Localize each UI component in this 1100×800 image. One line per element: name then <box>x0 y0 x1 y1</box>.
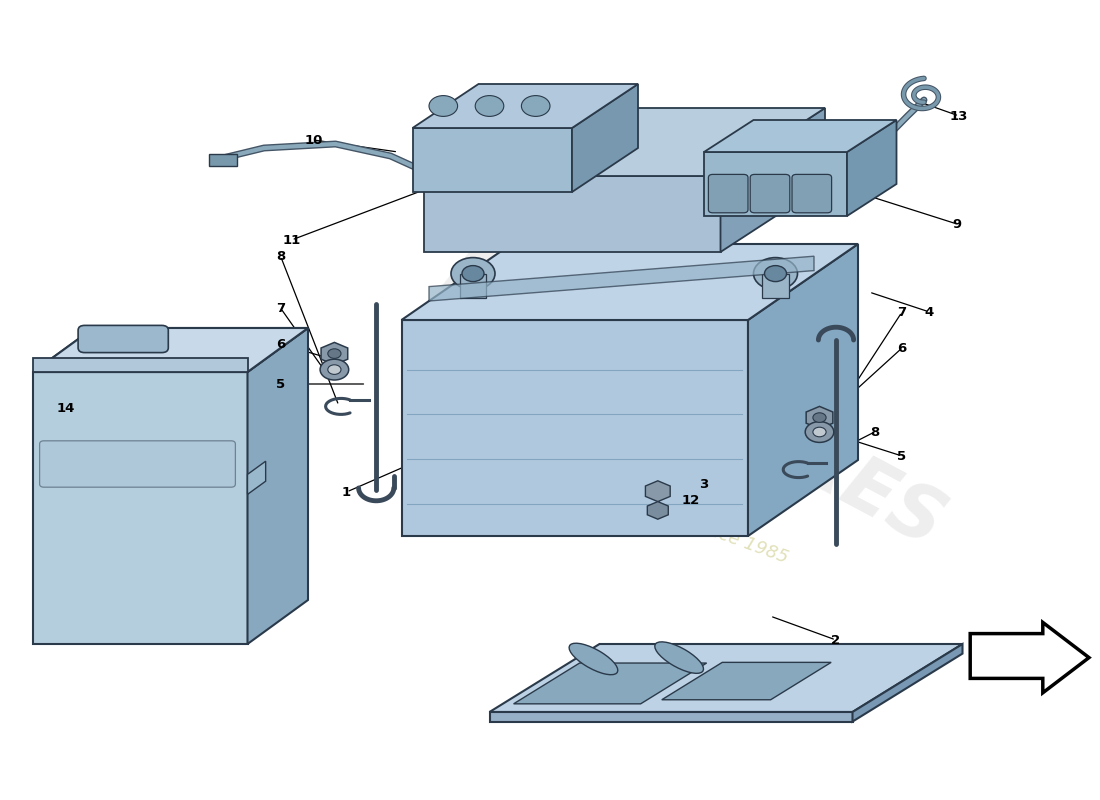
Polygon shape <box>748 244 858 536</box>
FancyBboxPatch shape <box>78 326 168 353</box>
Text: 6: 6 <box>276 338 285 350</box>
Circle shape <box>813 427 826 437</box>
Circle shape <box>429 96 458 116</box>
Circle shape <box>754 258 798 290</box>
Text: 1: 1 <box>342 486 351 498</box>
Text: 5: 5 <box>276 378 285 390</box>
FancyBboxPatch shape <box>40 441 235 487</box>
Polygon shape <box>490 712 852 722</box>
Polygon shape <box>321 342 348 365</box>
Text: 7: 7 <box>898 306 906 318</box>
Polygon shape <box>490 644 962 712</box>
Polygon shape <box>33 328 308 372</box>
Polygon shape <box>248 328 308 644</box>
Polygon shape <box>412 84 638 128</box>
Circle shape <box>813 413 826 422</box>
Circle shape <box>328 349 341 358</box>
Circle shape <box>521 96 550 116</box>
Polygon shape <box>209 154 236 166</box>
Polygon shape <box>704 120 896 152</box>
Polygon shape <box>806 406 833 429</box>
Polygon shape <box>429 256 814 301</box>
Text: 3: 3 <box>700 478 708 490</box>
Polygon shape <box>424 176 720 252</box>
Circle shape <box>320 359 349 380</box>
Polygon shape <box>33 358 248 372</box>
Circle shape <box>451 258 495 290</box>
Polygon shape <box>514 663 706 704</box>
Polygon shape <box>847 120 896 216</box>
Text: 2: 2 <box>832 634 840 646</box>
Ellipse shape <box>654 642 704 674</box>
Polygon shape <box>970 622 1089 693</box>
Ellipse shape <box>569 643 618 674</box>
Polygon shape <box>704 152 847 216</box>
Text: 4: 4 <box>925 306 934 318</box>
Text: a passion for parts since 1985: a passion for parts since 1985 <box>529 457 791 567</box>
Text: 14: 14 <box>57 402 75 414</box>
Polygon shape <box>647 502 669 519</box>
Text: 12: 12 <box>682 494 700 506</box>
Text: 10: 10 <box>305 134 322 146</box>
FancyBboxPatch shape <box>708 174 748 213</box>
Polygon shape <box>646 481 670 502</box>
Polygon shape <box>572 84 638 192</box>
Text: 13: 13 <box>950 110 968 122</box>
Circle shape <box>475 96 504 116</box>
Polygon shape <box>720 108 825 252</box>
Text: 5: 5 <box>898 450 906 462</box>
Circle shape <box>764 266 786 282</box>
Polygon shape <box>412 128 572 192</box>
Text: 8: 8 <box>276 250 285 262</box>
Text: 6: 6 <box>898 342 906 354</box>
Polygon shape <box>402 244 858 320</box>
Polygon shape <box>662 662 832 700</box>
Polygon shape <box>460 274 486 298</box>
Text: 7: 7 <box>276 302 285 314</box>
Circle shape <box>462 266 484 282</box>
Text: 8: 8 <box>870 426 879 438</box>
Circle shape <box>805 422 834 442</box>
Text: 11: 11 <box>283 234 300 246</box>
Polygon shape <box>33 372 248 644</box>
Text: 9: 9 <box>953 218 961 230</box>
Polygon shape <box>402 320 748 536</box>
Circle shape <box>328 365 341 374</box>
Polygon shape <box>852 644 962 722</box>
Polygon shape <box>762 274 789 298</box>
Text: EUROSPARES: EUROSPARES <box>430 237 956 563</box>
Polygon shape <box>424 108 825 176</box>
Polygon shape <box>248 461 266 494</box>
Polygon shape <box>33 328 308 372</box>
FancyBboxPatch shape <box>792 174 832 213</box>
FancyBboxPatch shape <box>750 174 790 213</box>
